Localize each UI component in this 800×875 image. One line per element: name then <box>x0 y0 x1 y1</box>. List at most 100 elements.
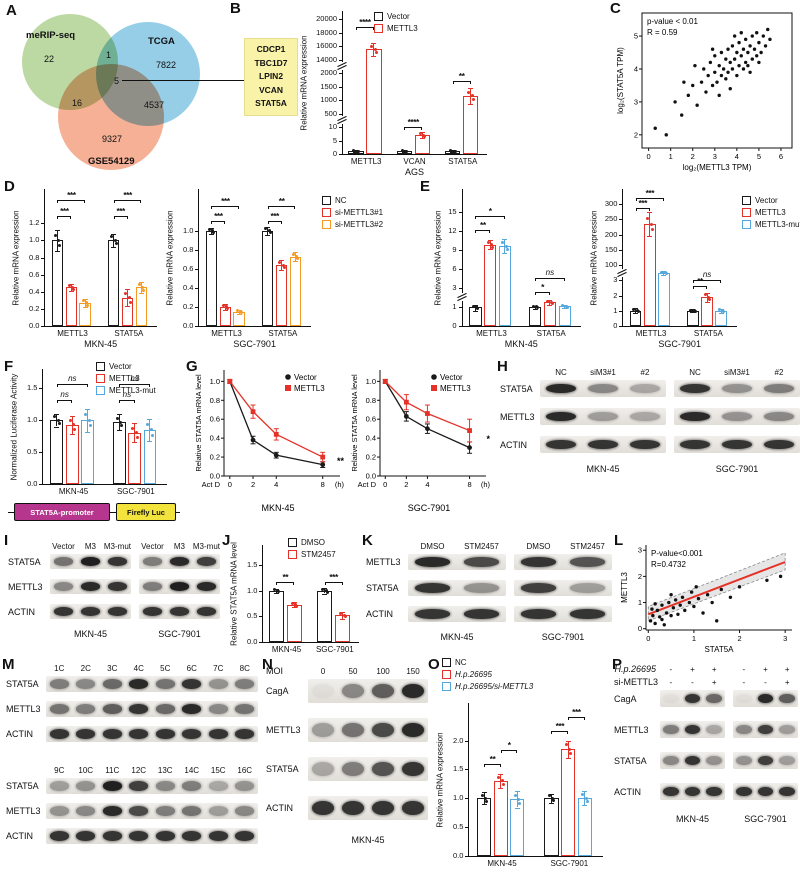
data-point <box>343 615 347 619</box>
data-point <box>739 54 743 58</box>
legend-label: DMSO <box>301 538 325 547</box>
blot-band <box>736 755 752 766</box>
legend-swatch <box>96 374 105 383</box>
blot-strips <box>408 554 612 570</box>
band-slot <box>716 408 758 425</box>
cell-labels: MKN-45 <box>308 835 428 845</box>
data-point <box>356 150 360 154</box>
band-slot <box>179 676 206 692</box>
band-slot <box>582 436 624 453</box>
x-category-label: STAT5A <box>536 329 566 338</box>
y-tick-label: 0.8 <box>366 396 376 405</box>
data-point <box>671 606 676 610</box>
blot-strips <box>46 828 258 844</box>
sig-label: *** <box>270 211 279 222</box>
data-point <box>695 103 699 107</box>
y-tick-label: 0.5 <box>246 611 258 621</box>
band-slot <box>338 757 368 781</box>
y-axis-label: Relative mRNA expression <box>11 209 21 306</box>
band-slot <box>733 690 755 707</box>
data-point <box>240 311 244 315</box>
sig-label: ns <box>60 389 69 399</box>
data-point <box>84 412 88 416</box>
y-tick <box>339 19 342 21</box>
regression-line <box>647 561 786 616</box>
blot-band <box>372 762 394 776</box>
legend-label: METTL3 <box>755 208 786 217</box>
x-category-label: VCAN <box>403 157 426 166</box>
blot-strip <box>660 690 725 707</box>
data-point <box>467 90 471 94</box>
bar <box>366 49 382 154</box>
bar <box>268 590 285 642</box>
y-tick <box>465 740 469 742</box>
blot-band <box>520 557 557 567</box>
blot-band <box>169 607 190 616</box>
error-bar-cap <box>468 103 474 105</box>
y-tick <box>195 306 199 308</box>
band-slot <box>46 726 73 742</box>
data-point <box>295 604 299 608</box>
blot-band <box>706 693 722 704</box>
blot-band <box>102 806 122 816</box>
data-point <box>707 295 711 299</box>
blot-strip <box>540 436 666 453</box>
y-tick <box>259 590 263 592</box>
row-label: METTL3 <box>8 581 43 592</box>
error-bar-cap <box>340 612 346 614</box>
legend-d: NC si-METTL3#1 si-METTL3#2 <box>322 196 383 232</box>
sig-bracket <box>56 384 88 388</box>
row-label: H.p.26695 <box>614 664 656 674</box>
data-point <box>759 50 763 55</box>
lane-label: #2 <box>640 368 650 377</box>
sig-bracket <box>500 749 518 753</box>
blot-row: STAT5A <box>500 380 800 397</box>
band-slot <box>514 606 563 622</box>
blot-band <box>679 439 711 450</box>
y-tick-label: 1.5 <box>26 383 38 393</box>
y-tick-label: 3 <box>638 546 642 555</box>
data-point <box>763 44 768 48</box>
blot-band <box>679 411 711 422</box>
data-point <box>569 752 573 756</box>
data-point <box>85 301 89 305</box>
blot-strip <box>46 701 258 717</box>
blot-band <box>107 557 128 566</box>
legend-item: NC <box>322 196 383 205</box>
band-slot <box>660 721 682 738</box>
data-point <box>58 244 62 247</box>
data-point <box>212 230 216 234</box>
x-axis-prefix: Act D <box>358 480 377 489</box>
x-axis <box>461 326 581 327</box>
error-bar-cap <box>69 433 75 435</box>
y-tick-label: 4 <box>634 64 638 73</box>
blot-cell-row: MKN-45 SGC-7901 <box>366 632 612 642</box>
legend-swatch <box>322 220 331 229</box>
blot-header-row: 1C 2C 3C 4C 5C 6C 7C 8C <box>6 664 258 673</box>
blot-band <box>155 679 175 689</box>
blot-band <box>372 723 394 737</box>
blot-row: METTL3 <box>6 803 258 819</box>
band-slot <box>776 721 798 738</box>
error-bar-cap <box>291 602 297 604</box>
band-slot <box>152 778 179 794</box>
data-point <box>352 149 356 153</box>
blot-row: ACTIN <box>366 606 612 622</box>
chart-hpylori-qpcr: 0.0 0.5 1.0 1.5 2.0 Relative mRNA expression M… <box>434 700 606 868</box>
x-axis-label: STAT5A <box>704 645 734 654</box>
data-point <box>748 70 752 74</box>
band-slot <box>193 579 220 594</box>
blot-strip <box>46 676 258 692</box>
sig-bracket <box>635 197 664 201</box>
blot-band <box>107 607 128 616</box>
blot-strips <box>660 721 798 738</box>
y-tick <box>259 616 263 618</box>
lane-label: 2C <box>80 664 91 673</box>
blot-band <box>684 724 701 735</box>
row-label: si-METTL3 <box>614 677 659 687</box>
data-point <box>693 63 697 68</box>
series-line <box>229 380 323 458</box>
error-bar-cap <box>111 233 117 235</box>
blot-band <box>463 583 500 593</box>
data-point <box>382 378 388 384</box>
